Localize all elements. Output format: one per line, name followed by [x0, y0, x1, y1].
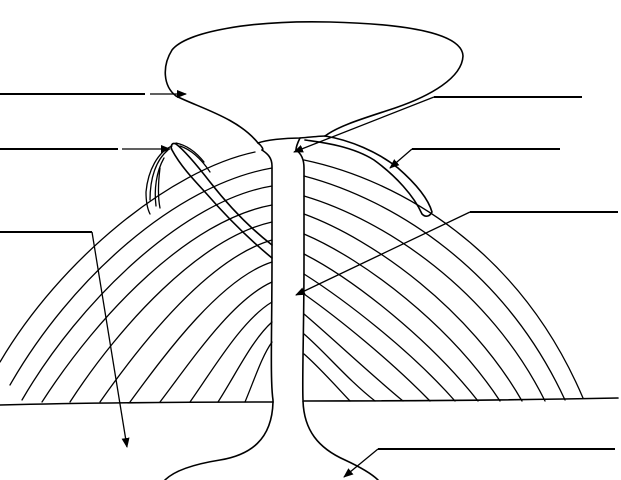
label-conduit: [295, 211, 618, 296]
right-strata: [303, 159, 584, 402]
left-strata: [0, 151, 273, 403]
label-crater: [293, 96, 582, 153]
ground-line: [0, 397, 619, 406]
conduit-top-right: [295, 137, 301, 151]
side-vent: [145, 142, 273, 259]
label-magma-chamber: [343, 448, 615, 478]
conduit-left-wall: [261, 149, 274, 403]
conduit-top-left: [257, 142, 264, 151]
label-lava-flow: [389, 148, 560, 169]
label-layers: [0, 231, 130, 448]
eruption-cloud-outline: [164, 20, 464, 144]
lava-flow-outline: [304, 135, 433, 217]
conduit-right-wall: [295, 149, 305, 401]
magma-chamber-outline-right: [302, 400, 379, 480]
magma-chamber-outline: [164, 401, 274, 480]
